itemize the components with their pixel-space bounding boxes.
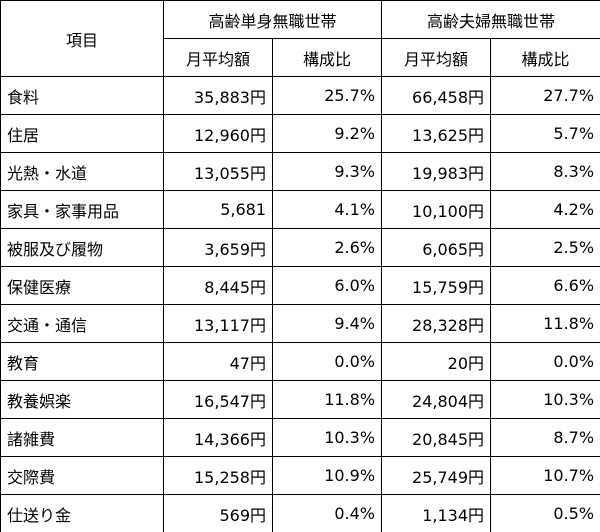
data-row: 被服及び履物 3,659円 2.6% 6,065円 2.5% bbox=[0, 228, 600, 267]
row-label: 被服及び履物 bbox=[0, 228, 164, 267]
value-cell: 4.1% bbox=[271, 190, 383, 229]
row-label: 教養娯楽 bbox=[0, 380, 164, 419]
value-cell: 8.7% bbox=[490, 418, 600, 457]
value-cell: 25,749円 bbox=[381, 456, 492, 495]
data-row: 交通・通信 13,117円 9.4% 28,328円 11.8% bbox=[0, 304, 600, 343]
value-cell: 8,445円 bbox=[163, 266, 273, 305]
value-cell: 13,055円 bbox=[163, 152, 273, 191]
value-cell: 569円 bbox=[163, 494, 273, 532]
value-cell: 9.4% bbox=[271, 304, 383, 343]
value-cell: 15,258円 bbox=[163, 456, 273, 495]
value-cell: 14,366円 bbox=[163, 418, 273, 457]
value-cell: 11.8% bbox=[271, 380, 383, 419]
data-row: 住居 12,960円 9.2% 13,625円 5.7% bbox=[0, 114, 600, 153]
value-cell: 11.8% bbox=[490, 304, 600, 343]
subheader-row: 月平均額 構成比 月平均額 構成比 bbox=[1, 38, 600, 77]
value-cell: 0.0% bbox=[271, 342, 383, 381]
data-row: 食料 35,883円 25.7% 66,458円 27.7% bbox=[0, 76, 600, 115]
subheader: 構成比 bbox=[490, 38, 600, 77]
value-cell: 5,681 bbox=[163, 190, 273, 229]
row-label: 家具・家事用品 bbox=[0, 190, 164, 229]
value-cell: 6.6% bbox=[490, 266, 600, 305]
data-row: 諸雑費 14,366円 10.3% 20,845円 8.7% bbox=[0, 418, 600, 457]
value-cell: 27.7% bbox=[490, 76, 600, 115]
value-cell: 20,845円 bbox=[381, 418, 492, 457]
data-row: 教育 47円 0.0% 20円 0.0% bbox=[0, 342, 600, 381]
value-cell: 12,960円 bbox=[163, 114, 273, 153]
value-cell: 4.2% bbox=[490, 190, 600, 229]
header-item: 項目 bbox=[0, 0, 164, 77]
subheader: 月平均額 bbox=[163, 38, 273, 77]
header-row: 項目 高齢単身無職世帯 高齢夫婦無職世帯 bbox=[0, 0, 600, 77]
data-row: 家具・家事用品 5,681 4.1% 10,100円 4.2% bbox=[0, 190, 600, 229]
value-cell: 24,804円 bbox=[381, 380, 492, 419]
value-cell: 28,328円 bbox=[381, 304, 492, 343]
row-label: 教育 bbox=[0, 342, 164, 381]
value-cell: 10.9% bbox=[271, 456, 383, 495]
value-cell: 2.5% bbox=[490, 228, 600, 267]
subheader: 構成比 bbox=[271, 38, 383, 77]
value-cell: 5.7% bbox=[490, 114, 600, 153]
subheader: 月平均額 bbox=[381, 38, 492, 77]
row-label: 交際費 bbox=[0, 456, 164, 495]
data-row: 教養娯楽 16,547円 11.8% 24,804円 10.3% bbox=[0, 380, 600, 419]
value-cell: 6.0% bbox=[271, 266, 383, 305]
value-cell: 47円 bbox=[163, 342, 273, 381]
row-label: 保健医療 bbox=[0, 266, 164, 305]
header-group: 高齢夫婦無職世帯 bbox=[381, 0, 600, 39]
value-cell: 0.0% bbox=[490, 342, 600, 381]
value-cell: 10.3% bbox=[490, 380, 600, 419]
value-cell: 66,458円 bbox=[381, 76, 492, 115]
header-group: 高齢単身無職世帯 bbox=[162, 0, 383, 39]
value-cell: 19,983円 bbox=[381, 152, 492, 191]
row-label: 諸雑費 bbox=[0, 418, 164, 457]
value-cell: 9.3% bbox=[271, 152, 383, 191]
value-cell: 2.6% bbox=[271, 228, 383, 267]
value-cell: 15,759円 bbox=[381, 266, 492, 305]
value-cell: 25.7% bbox=[271, 76, 383, 115]
value-cell: 0.5% bbox=[490, 494, 600, 532]
data-row: 交際費 15,258円 10.9% 25,749円 10.7% bbox=[0, 456, 600, 495]
data-row: 光熱・水道 13,055円 9.3% 19,983円 8.3% bbox=[0, 152, 600, 191]
value-cell: 1,134円 bbox=[381, 494, 492, 532]
value-cell: 3,659円 bbox=[163, 228, 273, 267]
value-cell: 16,547円 bbox=[163, 380, 273, 419]
value-cell: 20円 bbox=[381, 342, 492, 381]
value-cell: 10,100円 bbox=[381, 190, 492, 229]
row-label: 仕送り金 bbox=[0, 494, 164, 532]
value-cell: 13,117円 bbox=[163, 304, 273, 343]
row-label: 食料 bbox=[0, 76, 164, 115]
data-row: 保健医療 8,445円 6.0% 15,759円 6.6% bbox=[0, 266, 600, 305]
value-cell: 10.3% bbox=[271, 418, 383, 457]
value-cell: 10.7% bbox=[490, 456, 600, 495]
value-cell: 9.2% bbox=[271, 114, 383, 153]
value-cell: 35,883円 bbox=[163, 76, 273, 115]
row-label: 光熱・水道 bbox=[0, 152, 164, 191]
value-cell: 8.3% bbox=[490, 152, 600, 191]
value-cell: 6,065円 bbox=[381, 228, 492, 267]
value-cell: 0.4% bbox=[271, 494, 383, 532]
value-cell: 13,625円 bbox=[381, 114, 492, 153]
data-row: 仕送り金 569円 0.4% 1,134円 0.5% bbox=[0, 494, 600, 532]
row-label: 住居 bbox=[0, 114, 164, 153]
row-label: 交通・通信 bbox=[0, 304, 164, 343]
